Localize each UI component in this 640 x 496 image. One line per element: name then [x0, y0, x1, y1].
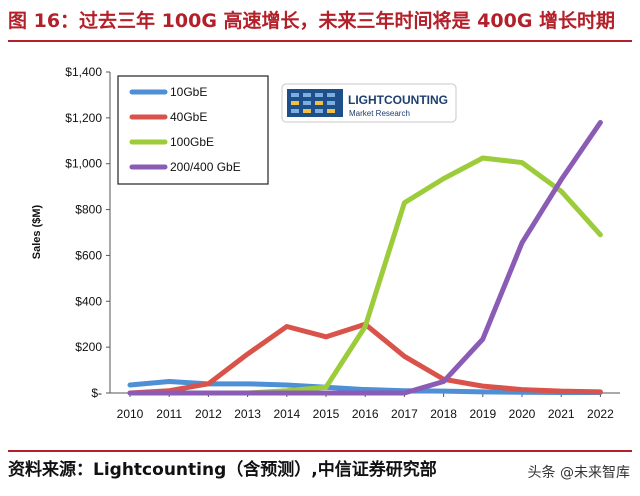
- y-tick-label: $600: [75, 248, 102, 262]
- y-tick-labels: $- $200 $400 $600 $800 $1,000 $1,200 $1,400: [65, 65, 102, 400]
- series-line-100gbe: [127, 155, 603, 396]
- x-tick-label: 2020: [509, 407, 536, 421]
- y-tick-label: $-: [91, 386, 102, 400]
- bottom-rule: [8, 450, 632, 452]
- legend-label: 100GbE: [170, 135, 214, 149]
- top-rule: [8, 40, 632, 42]
- x-tick-label: 2015: [313, 407, 340, 421]
- source-note: 资料来源：Lightcounting（含预测）,中信证券研究部: [8, 460, 437, 480]
- y-tick-label: $1,400: [65, 65, 102, 79]
- x-tick-label: 2013: [234, 407, 261, 421]
- series-lines: [127, 119, 603, 396]
- y-tick-label: $1,200: [65, 111, 102, 125]
- lightcounting-logo: LIGHTCOUNTING Market Research: [281, 83, 457, 123]
- y-tick-label: $400: [75, 294, 102, 308]
- logo-subtitle: Market Research: [349, 109, 410, 118]
- series-line-40gbe: [127, 321, 603, 396]
- x-tick-label: 2017: [391, 407, 418, 421]
- x-tick-labels: 2010 2011 2012 2013 2014 2015 2016 2017 2018 2019…: [117, 407, 614, 421]
- y-axis-label: Sales ($M): [31, 204, 43, 259]
- x-tick-label: 2010: [117, 407, 144, 421]
- logo-name: LIGHTCOUNTING: [348, 93, 448, 107]
- legend-label: 40GbE: [170, 110, 207, 124]
- legend-label: 10GbE: [170, 85, 207, 99]
- logo-grid-icon: [291, 93, 335, 113]
- legend-label: 200/400 GbE: [170, 160, 241, 174]
- x-tick-label: 2016: [352, 407, 379, 421]
- x-tick-label: 2018: [430, 407, 457, 421]
- figure-title: 图 16：过去三年 100G 高速增长，未来三年时间将是 400G 增长时期: [8, 10, 616, 32]
- x-tick-label: 2021: [548, 407, 575, 421]
- y-tick-label: $200: [75, 340, 102, 354]
- watermark: 头条 @未来智库: [527, 465, 630, 481]
- x-tick-label: 2019: [469, 407, 496, 421]
- legend: 10GbE 40GbE 100GbE 200/400 GbE: [117, 75, 269, 185]
- series-line-200-400-gbe: [127, 119, 603, 396]
- y-tick-label: $800: [75, 203, 102, 217]
- x-tick-label: 2022: [587, 407, 614, 421]
- y-tick-label: $1,000: [65, 157, 102, 171]
- x-tick-label: 2014: [273, 407, 300, 421]
- x-tick-label: 2011: [156, 407, 182, 421]
- x-tick-label: 2012: [195, 407, 222, 421]
